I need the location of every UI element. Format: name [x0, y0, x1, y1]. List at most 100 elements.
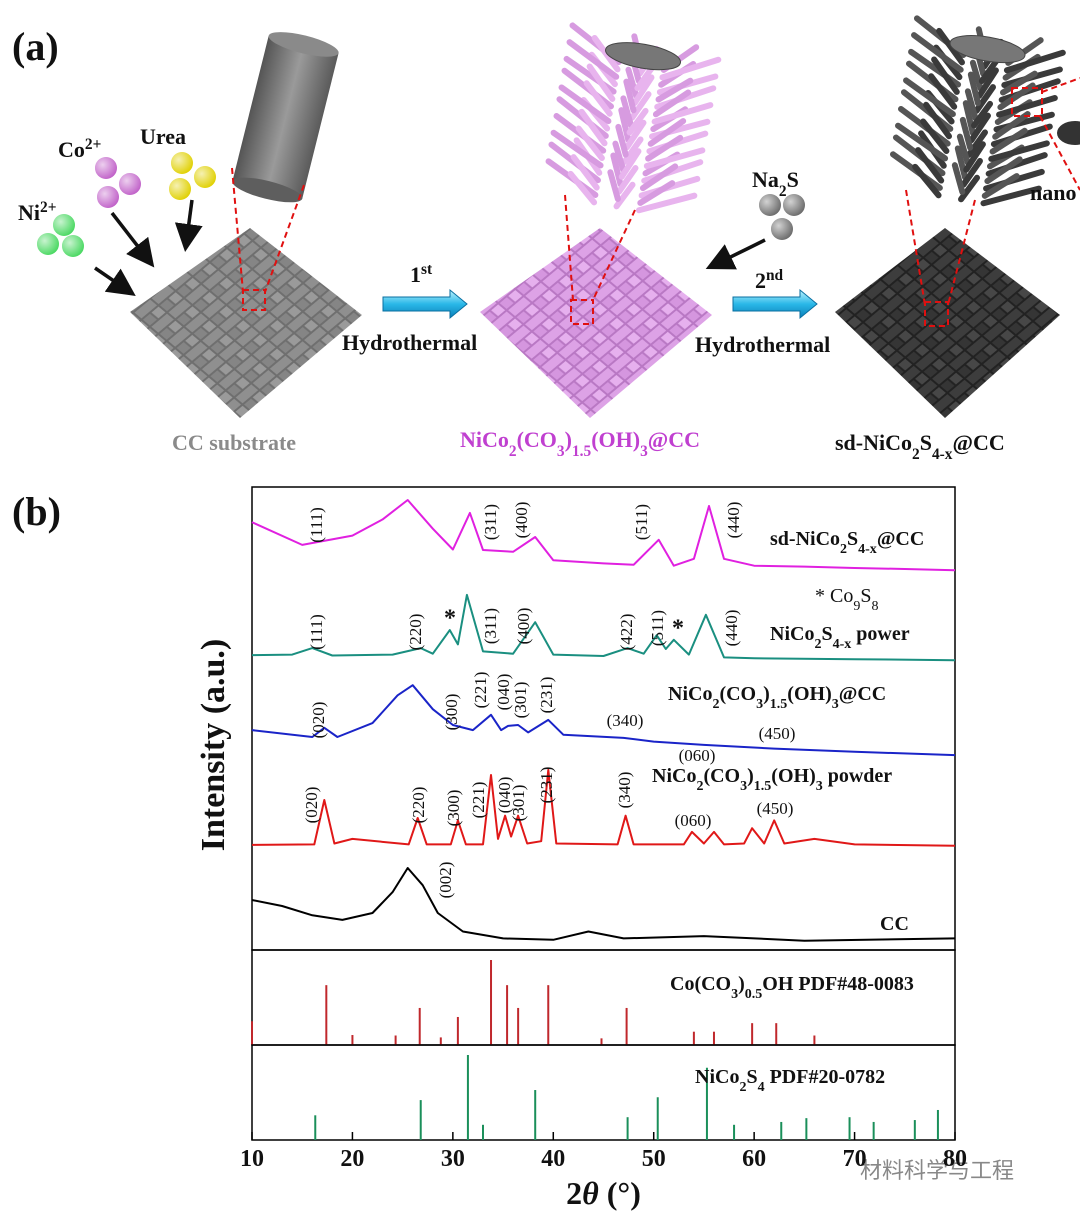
- series-label: sd-NiCo2S4-x@CC: [770, 528, 924, 557]
- text-part: 2: [814, 637, 821, 652]
- sample-label: CC substrate: [172, 430, 296, 455]
- series-label: NiCo2S4-x power: [770, 623, 910, 652]
- text-part: (OH): [591, 427, 640, 452]
- bristle: [578, 108, 608, 147]
- hkl-label: (040): [495, 777, 514, 814]
- hkl-label: (450): [759, 724, 796, 743]
- fiber-top: [605, 42, 682, 71]
- bristle: [618, 148, 642, 180]
- hkl-label: (311): [481, 608, 500, 644]
- hkl-label: (221): [471, 672, 490, 709]
- step-method: Hydrothermal: [695, 332, 830, 357]
- text-part: 2: [566, 1175, 582, 1211]
- text-part: 2+: [85, 136, 101, 153]
- text-part: st: [421, 261, 433, 278]
- text-part: 4-x: [858, 542, 877, 557]
- bristle: [639, 163, 679, 192]
- hkl-label: (311): [481, 504, 500, 540]
- text-part: 4-x: [833, 637, 852, 652]
- bristle: [586, 63, 616, 102]
- text-part: OH PDF#48-0083: [762, 973, 914, 995]
- text-part: ): [763, 683, 770, 705]
- text-part: 1.5: [572, 443, 592, 460]
- bristle: [625, 66, 640, 99]
- text-part: (°): [599, 1175, 641, 1211]
- text-part: NiCo: [460, 427, 509, 452]
- text-part: 3: [731, 987, 738, 1002]
- x-axis-label: 2θ (°): [566, 1175, 641, 1211]
- bristle: [647, 118, 687, 147]
- text-part: 3: [832, 697, 839, 712]
- ion-label: Ni2+: [18, 199, 56, 226]
- bristle: [980, 185, 1042, 207]
- text-part: nd: [766, 267, 784, 284]
- hkl-label: (511): [632, 504, 651, 540]
- bristle: [558, 84, 612, 125]
- bristle: [645, 134, 684, 162]
- bristle: [989, 127, 1028, 155]
- nanowire-zoom: [1057, 121, 1080, 145]
- bristle: [931, 56, 960, 95]
- text-part: ): [565, 427, 572, 452]
- xrd-trace: [251, 593, 956, 662]
- bristle: [631, 74, 655, 106]
- text-part: NiCo: [668, 683, 712, 705]
- text-part: 1: [410, 262, 421, 287]
- hkl-label: (220): [406, 614, 425, 651]
- bristle: [971, 100, 994, 129]
- series-label: NiCo2(CO3)1.5(OH)3 powder: [652, 765, 892, 794]
- x-tick-label: 10: [240, 1146, 264, 1172]
- text-part: 3: [816, 779, 823, 794]
- x-tick-label: 50: [642, 1146, 666, 1172]
- text-part: (CO: [703, 765, 740, 787]
- text-part: Na: [752, 167, 779, 192]
- hkl-label: (221): [469, 782, 488, 819]
- bristle: [951, 162, 966, 195]
- text-part: ): [747, 765, 754, 787]
- step-label: 1st: [410, 261, 433, 288]
- text-part: CC: [880, 913, 909, 935]
- bristle: [1000, 70, 1038, 96]
- bristle: [1003, 49, 1066, 74]
- hkl-label: (400): [514, 608, 533, 645]
- text-part: S: [787, 167, 799, 192]
- hkl-label: (020): [302, 787, 321, 824]
- bristle: [567, 170, 598, 206]
- zoom-label: nano: [1030, 180, 1076, 205]
- text-part: (CO: [719, 683, 756, 705]
- text-part: (OH): [787, 683, 831, 705]
- bristle: [583, 80, 613, 117]
- text-part: 9: [853, 599, 860, 614]
- bristle: [652, 89, 692, 118]
- y-axis-label: Intensity (a.u.): [195, 639, 232, 852]
- bristle: [992, 111, 1031, 140]
- axes-frame: [251, 1044, 956, 1141]
- bristle: [964, 88, 979, 122]
- text-part: 3: [756, 697, 763, 712]
- text-part: 3: [640, 443, 648, 460]
- bristle: [623, 119, 647, 151]
- hkl-label: *: [444, 606, 456, 632]
- text-part: NiCo: [770, 623, 814, 645]
- bristle: [912, 163, 942, 199]
- text-part: PDF#20-0782: [765, 1066, 886, 1088]
- text-part: 8: [871, 599, 878, 614]
- hkl-label: (002): [436, 862, 455, 899]
- text-part: Co(CO: [670, 973, 731, 995]
- step1-arrow: [382, 288, 468, 320]
- text-part: S: [860, 585, 871, 607]
- x-tick-label: 30: [441, 1146, 465, 1172]
- fiber-top: [949, 35, 1026, 64]
- reagent-label: Na2S: [752, 167, 799, 200]
- reagent-label: Urea: [140, 124, 186, 149]
- bristle: [623, 78, 637, 114]
- bristle: [928, 73, 958, 110]
- text-part: NiCo: [652, 765, 696, 787]
- bristle: [570, 154, 600, 191]
- zoom-lines: [231, 77, 1080, 327]
- bristle: [591, 34, 621, 73]
- xrd-trace: [251, 684, 956, 757]
- text-part: power: [851, 623, 909, 645]
- bristle: [967, 71, 981, 107]
- dark-fiber: [890, 15, 1066, 207]
